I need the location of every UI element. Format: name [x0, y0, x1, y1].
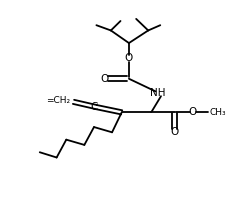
Text: NH: NH — [150, 88, 166, 98]
Text: CH₃: CH₃ — [210, 108, 226, 117]
Text: O: O — [101, 74, 109, 84]
Text: =CH₂: =CH₂ — [46, 96, 70, 105]
Text: O: O — [125, 53, 133, 63]
Text: C: C — [90, 102, 98, 112]
Text: O: O — [171, 127, 179, 137]
Text: O: O — [189, 107, 197, 117]
